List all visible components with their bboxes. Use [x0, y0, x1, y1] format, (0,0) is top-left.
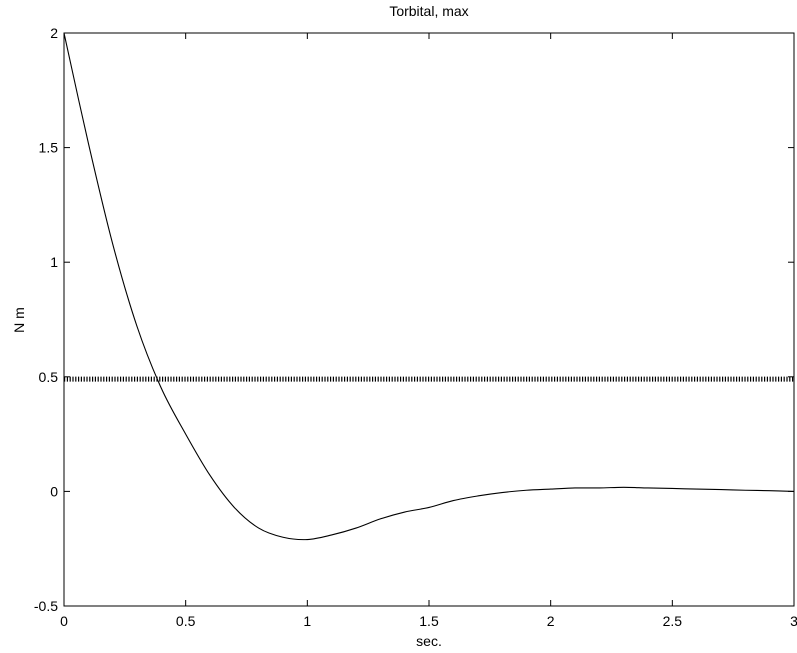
y-tick-label: 0: [50, 483, 58, 499]
solid-response-curve: [63, 32, 795, 541]
x-tick-label: 2: [547, 613, 555, 629]
x-axis-ticks: 0 0.5 1 1.5 2 2.5 3: [60, 33, 797, 629]
y-tick-label: -0.5: [34, 598, 58, 614]
y-tick-label: 1: [50, 254, 58, 270]
chart-title: Torbital, max: [389, 3, 468, 19]
y-tick-label: 2: [50, 25, 58, 41]
x-tick-label: 3: [790, 613, 797, 629]
series-layer: [63, 32, 795, 541]
x-tick-label: 0: [60, 613, 68, 629]
x-tick-label: 1.5: [419, 613, 439, 629]
y-tick-label: 0.5: [39, 369, 59, 385]
x-tick-label: 0.5: [176, 613, 196, 629]
y-tick-label: 1.5: [39, 140, 59, 156]
x-tick-label: 2.5: [663, 613, 683, 629]
x-axis-label: sec.: [416, 633, 442, 649]
x-tick-label: 1: [303, 613, 311, 629]
y-axis-ticks: -0.5 0 0.5 1 1.5 2: [34, 25, 794, 614]
y-axis-label: N m: [11, 307, 27, 333]
